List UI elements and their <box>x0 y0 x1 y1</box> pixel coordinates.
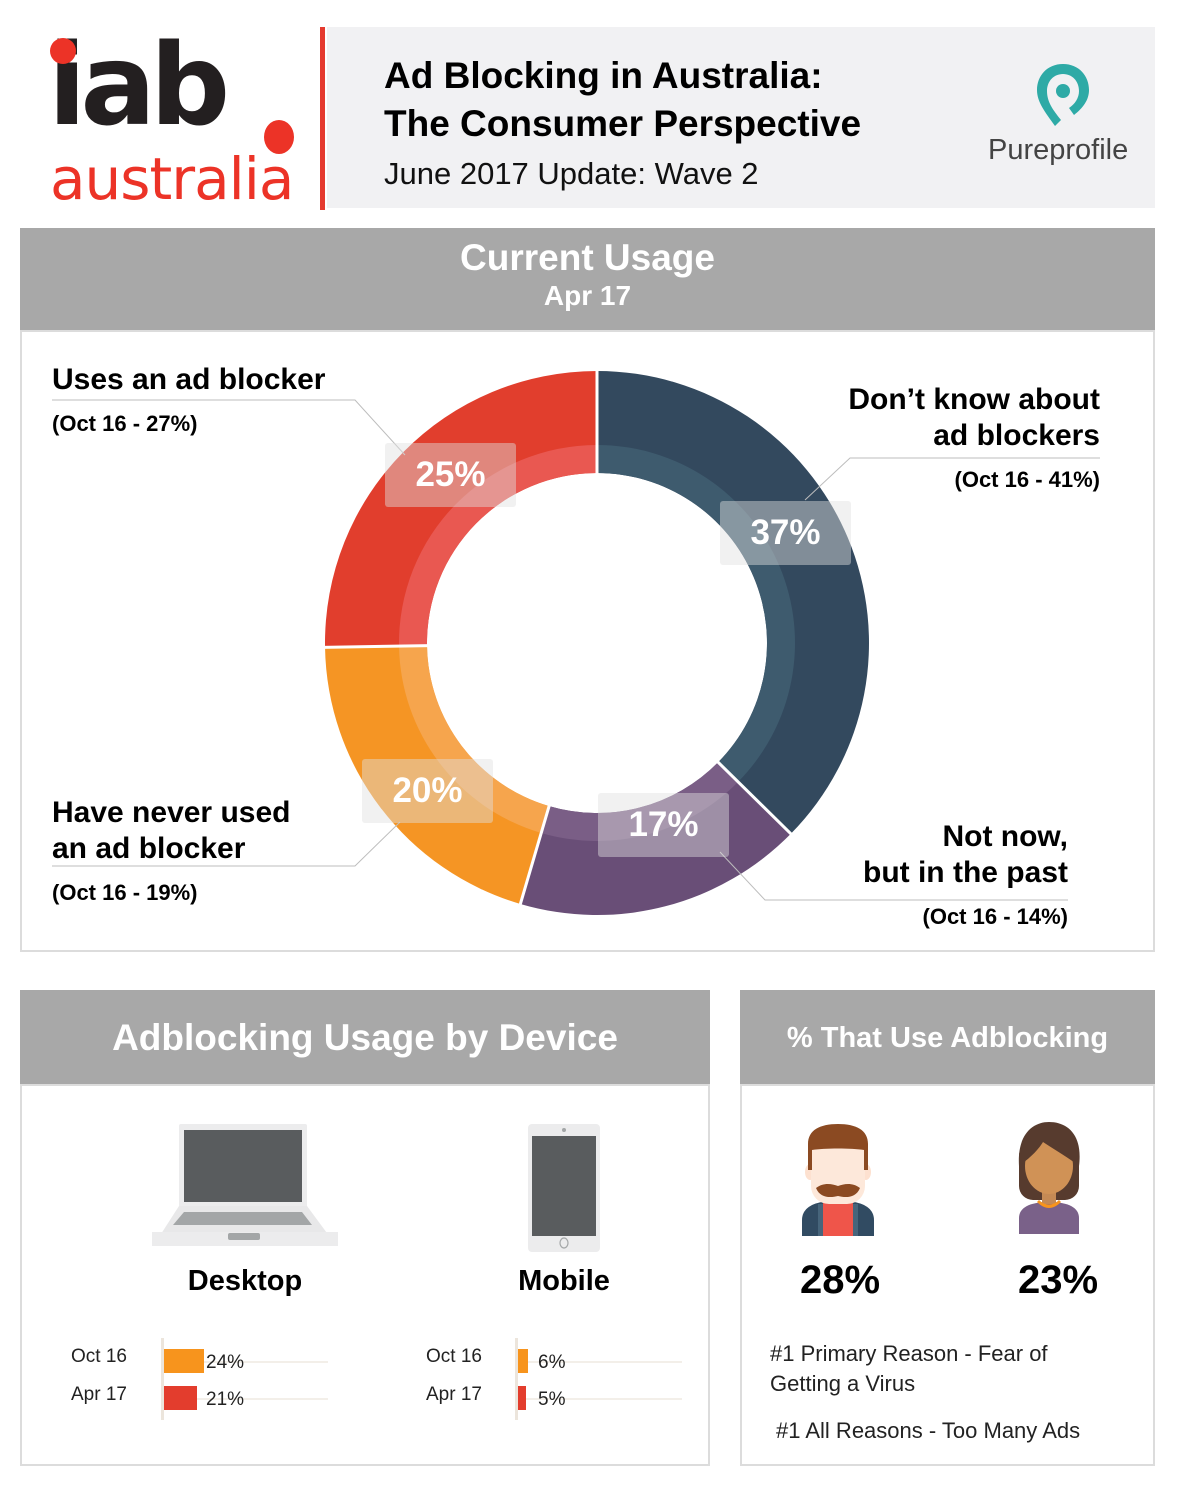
pureprofile-logo: Pureprofile <box>988 62 1138 182</box>
desktop-oct16-value: 24% <box>206 1352 245 1373</box>
desktop-apr17-label: Apr 17 <box>71 1384 127 1405</box>
male-percentage: 28% <box>799 1258 881 1302</box>
logo-period-dot <box>264 120 294 154</box>
value-badge-never-used: 20% <box>362 759 493 823</box>
page-subtitle: June 2017 Update: Wave 2 <box>384 156 759 191</box>
logo-iab-text: iab <box>48 21 230 151</box>
donut-inner-ring <box>597 445 795 782</box>
desktop-oct16-bar <box>164 1349 204 1373</box>
label-dont-know-previous: (Oct 16 - 41%) <box>954 467 1101 492</box>
desktop-grid-line <box>164 1398 328 1400</box>
mobile-bar-axis <box>515 1338 518 1420</box>
desktop-grid-line <box>164 1361 328 1363</box>
male-avatar-icon <box>802 1124 874 1236</box>
value-badge-dont-know: 37% <box>720 501 851 565</box>
gender-usage-title: % That Use Adblocking <box>786 1022 1109 1054</box>
value-badge-past: 17% <box>598 793 729 857</box>
gender-usage-header: % That Use Adblocking <box>740 990 1155 1086</box>
mobile-grid-line <box>518 1398 682 1400</box>
page-title: Ad Blocking in Australia: The Consumer P… <box>384 52 861 148</box>
label-past-previous: (Oct 16 - 14%) <box>922 904 1069 929</box>
mobile-label: Mobile <box>518 1265 610 1297</box>
desktop-apr17-bar <box>164 1386 197 1410</box>
pureprofile-wordmark: Pureprofile <box>988 134 1129 166</box>
smartphone-icon <box>528 1124 600 1252</box>
laptop-icon <box>152 1124 338 1246</box>
donut-segment <box>325 645 550 904</box>
female-percentage: 23% <box>1017 1258 1099 1302</box>
title-line-2: The Consumer Perspective <box>384 103 862 145</box>
all-reasons-text: #1 All Reasons - Too Many Ads <box>776 1418 1081 1443</box>
device-usage-header: Adblocking Usage by Device <box>20 990 710 1086</box>
iab-australia-logo: iab australia <box>48 21 294 210</box>
device-usage-title: Adblocking Usage by Device <box>112 1017 618 1058</box>
mobile-apr17-value: 5% <box>538 1389 566 1410</box>
donut-inner-ring <box>399 445 597 647</box>
desktop-apr17-value: 21% <box>206 1389 245 1410</box>
title-line-1: Ad Blocking in Australia: <box>384 55 823 96</box>
desktop-bar-axis <box>161 1338 164 1420</box>
label-not-now-past: Not now, but in the past (Oct 16 - 14%) <box>863 820 1069 929</box>
primary-reason-text: #1 Primary Reason - Fear of Getting a Vi… <box>770 1341 1048 1396</box>
mobile-oct16-value: 6% <box>538 1352 566 1373</box>
mobile-oct16-label: Oct 16 <box>426 1346 482 1367</box>
current-usage-title: Current Usage <box>460 237 715 278</box>
header-divider <box>320 27 325 210</box>
label-uses-ad-blocker: Uses an ad blocker (Oct 16 - 27%) <box>52 363 326 436</box>
current-usage-donut-chart <box>323 369 869 915</box>
label-dont-know: Don’t know about ad blockers (Oct 16 - 4… <box>848 383 1101 492</box>
current-usage-header: Current Usage Apr 17 <box>20 228 1155 332</box>
location-pin-icon <box>1037 64 1089 126</box>
current-usage-period: Apr 17 <box>543 279 632 311</box>
label-never-used-previous: (Oct 16 - 19%) <box>52 880 198 905</box>
header-band <box>327 27 1155 208</box>
value-badge-uses: 25% <box>385 443 516 507</box>
logo-australia-text: australia <box>50 145 294 213</box>
logo-i-dot <box>50 38 76 64</box>
mobile-apr17-label: Apr 17 <box>426 1384 482 1405</box>
female-avatar-icon <box>1018 1122 1080 1234</box>
donut-inner-ring <box>541 762 739 841</box>
mobile-oct16-bar <box>518 1349 528 1373</box>
desktop-label: Desktop <box>187 1265 303 1297</box>
label-uses-previous: (Oct 16 - 27%) <box>52 411 198 436</box>
desktop-oct16-label: Oct 16 <box>71 1346 127 1367</box>
label-never-used: Have never used an ad blocker (Oct 16 - … <box>52 796 291 905</box>
mobile-grid-line <box>518 1361 682 1363</box>
donut-inner-ring <box>399 645 550 833</box>
mobile-apr17-bar <box>518 1386 526 1410</box>
